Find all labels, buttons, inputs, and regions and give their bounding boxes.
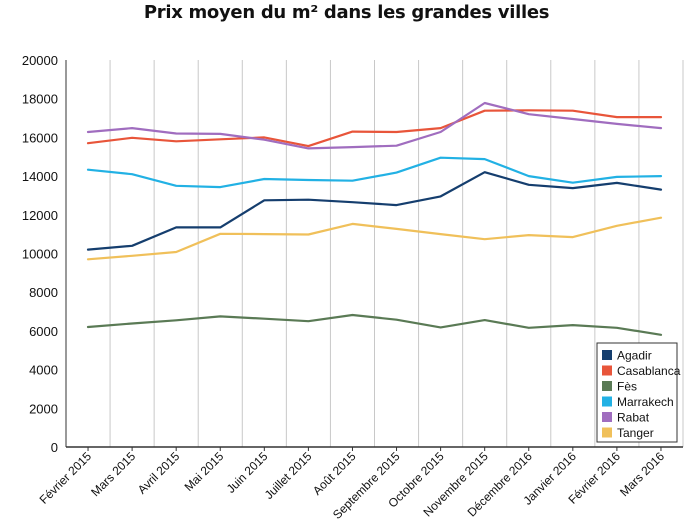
series-line-marrakech xyxy=(86,156,663,189)
x-tick-label: Juillet 2015 xyxy=(262,449,315,502)
y-tick-label: 14000 xyxy=(22,169,58,184)
y-tick-label: 6000 xyxy=(29,324,58,339)
series-lines xyxy=(86,101,663,336)
legend-label: Casablanca xyxy=(617,364,681,378)
x-tick-label: Mai 2015 xyxy=(182,449,227,494)
y-tick-label: 18000 xyxy=(22,92,58,107)
series-line-agadir xyxy=(86,171,663,251)
legend-label: Rabat xyxy=(617,411,650,425)
x-tick-label: Février 2015 xyxy=(37,449,95,507)
y-tick-label: 4000 xyxy=(29,363,58,378)
legend-label: Fès xyxy=(617,380,637,394)
legend-swatch xyxy=(602,350,612,360)
legend-swatch xyxy=(602,427,612,438)
legend-label: Marrakech xyxy=(617,395,674,409)
y-tick-label: 0 xyxy=(51,440,58,455)
x-tick-label: Avril 2015 xyxy=(135,449,183,497)
legend-label: Agadir xyxy=(617,349,652,363)
y-tick-label: 12000 xyxy=(22,208,58,223)
series-line-fs xyxy=(86,313,663,336)
series-line-casablanca xyxy=(86,109,663,148)
x-tick-label: Mars 2016 xyxy=(617,449,667,499)
x-tick-label: Mars 2015 xyxy=(88,449,138,499)
series-line-rabat xyxy=(86,101,663,150)
y-tick-label: 10000 xyxy=(22,247,58,262)
y-tick-label: 20000 xyxy=(22,53,58,68)
legend-swatch xyxy=(602,381,612,391)
legend-swatch xyxy=(602,365,612,376)
y-tick-label: 16000 xyxy=(22,130,58,145)
legend-swatch xyxy=(602,412,612,422)
series-line-tanger xyxy=(86,216,663,261)
y-tick-label: 8000 xyxy=(29,285,58,300)
y-axis: 0 2000 4000 6000 8000 10000 12000 14000 16000 180… xyxy=(22,53,67,455)
chart-title: Prix moyen du m² dans les grandes villes xyxy=(143,2,550,23)
legend-label: Tanger xyxy=(617,426,654,440)
y-tick-label: 2000 xyxy=(29,401,58,416)
legend-swatch xyxy=(602,396,612,407)
vertical-gridlines xyxy=(109,60,684,447)
